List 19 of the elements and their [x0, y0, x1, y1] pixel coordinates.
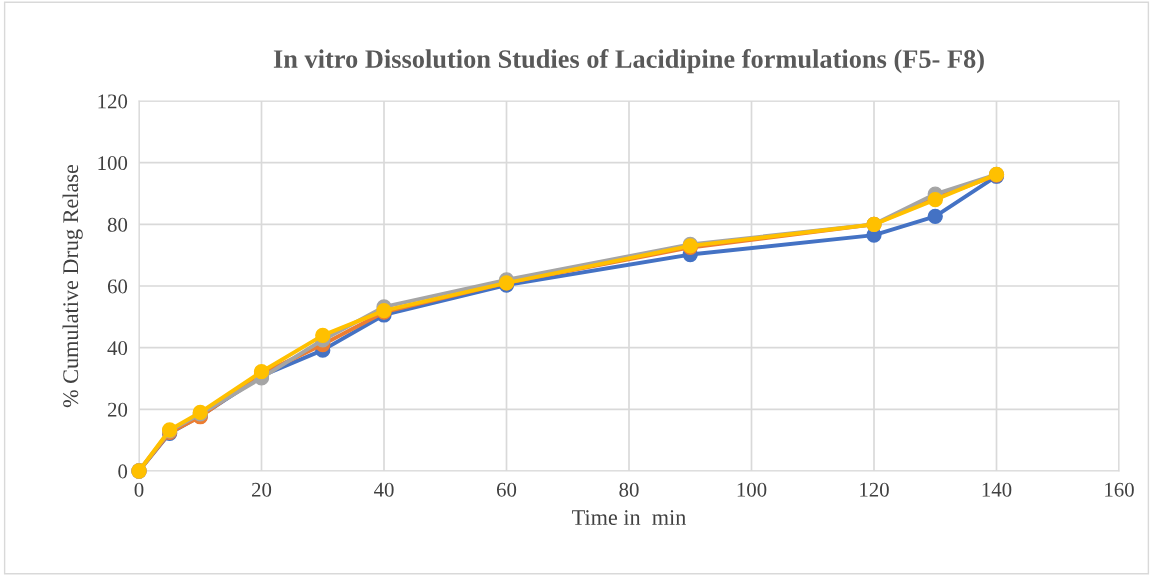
x-tick-label: 120	[860, 482, 889, 497]
x-tick-label: 80	[619, 482, 639, 497]
y-axis-title: % Cumulative Drug Relase	[62, 164, 83, 408]
x-tick-label: 160	[1105, 482, 1134, 497]
x-axis-title: Time in min	[572, 510, 686, 525]
y-tick-label: 100	[98, 156, 128, 171]
y-tick-label: 20	[107, 402, 128, 417]
x-tick-label: 60	[496, 482, 517, 497]
x-tick-label: 40	[373, 482, 394, 497]
x-tick-label: 100	[737, 482, 767, 497]
x-tick-label: 140	[982, 482, 1012, 497]
x-tick-label: 0	[134, 482, 144, 497]
chart-title: In vitro Dissolution Studies of Lacidipine formulations (F5- F8)	[273, 49, 984, 74]
x-tick-label: 20	[252, 482, 272, 497]
y-tick-label: 60	[107, 279, 128, 294]
y-tick-label: 120	[98, 94, 128, 109]
y-tick-label: 80	[107, 217, 128, 232]
y-tick-label: 40	[107, 341, 128, 356]
y-tick-label: 0	[118, 464, 128, 479]
